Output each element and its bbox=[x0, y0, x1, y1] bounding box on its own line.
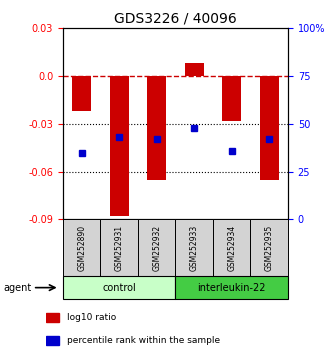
Text: interleukin-22: interleukin-22 bbox=[198, 282, 266, 293]
FancyBboxPatch shape bbox=[213, 219, 251, 276]
Text: percentile rank within the sample: percentile rank within the sample bbox=[67, 336, 220, 345]
Text: GSM252935: GSM252935 bbox=[265, 225, 274, 271]
FancyBboxPatch shape bbox=[63, 276, 175, 299]
Text: GSM252933: GSM252933 bbox=[190, 225, 199, 271]
Bar bbox=[46, 336, 59, 346]
Bar bbox=[46, 313, 59, 322]
Title: GDS3226 / 40096: GDS3226 / 40096 bbox=[114, 12, 237, 26]
FancyBboxPatch shape bbox=[175, 219, 213, 276]
Text: GSM252890: GSM252890 bbox=[77, 225, 86, 271]
Bar bbox=[72, 76, 91, 111]
Bar bbox=[110, 76, 128, 216]
Text: GSM252932: GSM252932 bbox=[152, 225, 161, 271]
Bar bbox=[185, 63, 204, 76]
FancyBboxPatch shape bbox=[138, 219, 175, 276]
FancyBboxPatch shape bbox=[63, 219, 100, 276]
Bar bbox=[147, 76, 166, 180]
Text: GSM252934: GSM252934 bbox=[227, 225, 236, 271]
Text: log10 ratio: log10 ratio bbox=[67, 313, 116, 322]
Text: GSM252931: GSM252931 bbox=[115, 225, 124, 271]
FancyBboxPatch shape bbox=[100, 219, 138, 276]
Bar bbox=[222, 76, 241, 121]
Text: agent: agent bbox=[3, 282, 31, 293]
FancyBboxPatch shape bbox=[251, 219, 288, 276]
Text: control: control bbox=[102, 282, 136, 293]
Bar bbox=[260, 76, 279, 180]
FancyBboxPatch shape bbox=[175, 276, 288, 299]
